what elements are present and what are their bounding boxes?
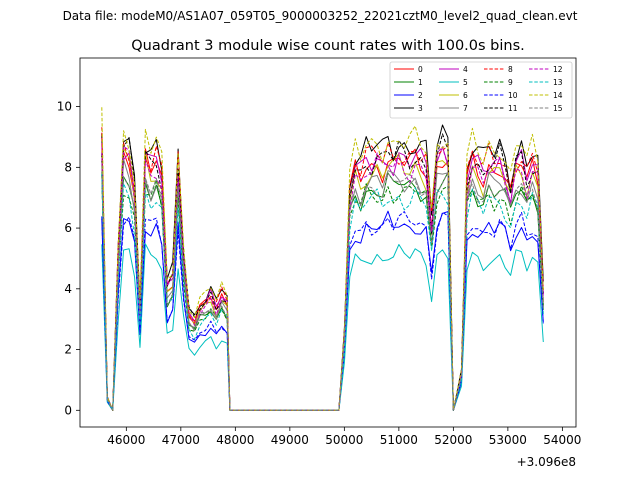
legend-label-4: 4 — [463, 65, 468, 74]
legend-label-9: 9 — [508, 78, 513, 87]
series-line-14 — [101, 107, 544, 411]
series-line-4 — [101, 143, 544, 411]
series-line-2 — [101, 210, 544, 411]
data-file-label: Data file: modeM0/AS1A07_059T05_90000032… — [63, 9, 578, 23]
y-tick-label: 0 — [64, 403, 72, 417]
x-offset-label: +3.096e8 — [517, 455, 576, 469]
series-line-6 — [101, 147, 544, 411]
legend-label-6: 6 — [463, 91, 468, 100]
series-line-9 — [101, 174, 544, 411]
chart-title: Quadrant 3 module wise count rates with … — [131, 38, 525, 54]
legend-label-0: 0 — [418, 65, 423, 74]
y-axis: 0 2 4 6 8 10 — [57, 100, 80, 417]
axes-frame — [79, 57, 577, 428]
x-tick-label: 46000 — [107, 433, 145, 447]
legend-box — [389, 61, 573, 119]
y-tick-label: 8 — [64, 160, 72, 174]
legend-label-10: 10 — [508, 91, 518, 100]
legend-label-14: 14 — [553, 91, 563, 100]
series-line-3 — [101, 124, 544, 411]
x-tick-label: 49000 — [271, 433, 309, 447]
plot-area — [101, 107, 544, 411]
x-tick-label: 50000 — [325, 433, 363, 447]
legend-label-5: 5 — [463, 78, 468, 87]
legend-label-11: 11 — [508, 104, 518, 113]
series-line-7 — [101, 158, 544, 411]
legend-label-1: 1 — [418, 78, 423, 87]
legend-label-12: 12 — [553, 65, 563, 74]
x-axis: 46000 47000 48000 49000 50000 51000 52000 53000… — [107, 427, 581, 447]
series-line-5 — [101, 243, 544, 411]
y-tick-label: 2 — [64, 343, 72, 357]
legend-label-15: 15 — [553, 104, 563, 113]
y-tick-label: 4 — [64, 282, 72, 296]
x-tick-label: 52000 — [434, 433, 472, 447]
legend-label-2: 2 — [418, 91, 423, 100]
series-line-8 — [101, 127, 544, 411]
x-tick-label: 54000 — [543, 433, 581, 447]
series-line-13 — [101, 173, 544, 411]
series-line-12 — [101, 145, 544, 411]
x-tick-label: 51000 — [380, 433, 418, 447]
series-line-11 — [101, 133, 544, 411]
series-line-0 — [101, 133, 544, 411]
legend-label-7: 7 — [463, 104, 468, 113]
x-tick-label: 48000 — [216, 433, 254, 447]
x-tick-label: 53000 — [489, 433, 527, 447]
y-tick-label: 6 — [64, 221, 72, 235]
y-tick-label: 10 — [57, 100, 72, 114]
x-tick-label: 47000 — [162, 433, 200, 447]
legend-label-13: 13 — [553, 78, 563, 87]
series-line-10 — [101, 211, 544, 411]
series-line-15 — [101, 165, 544, 411]
legend-label-8: 8 — [508, 65, 513, 74]
legend-label-3: 3 — [418, 104, 423, 113]
